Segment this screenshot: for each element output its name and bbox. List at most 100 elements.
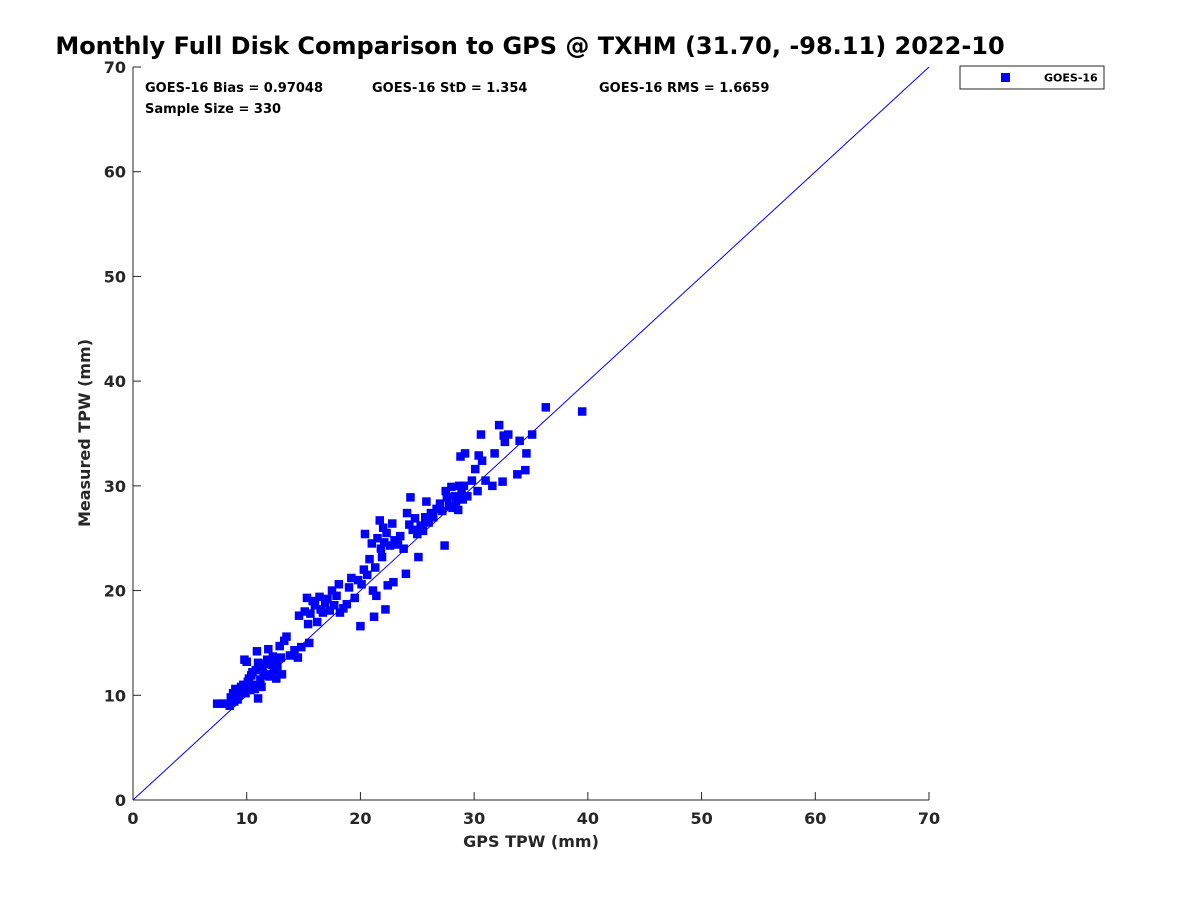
data-point [293,653,303,662]
data-point [448,503,457,513]
data-point [577,407,587,416]
data-point [451,497,461,506]
data-point [541,403,551,412]
legend-marker [1001,73,1010,82]
data-point [476,430,486,439]
data-point [504,430,513,439]
x-tick-label: 20 [349,809,371,828]
data-point [367,539,377,548]
data-point [368,586,378,595]
y-axis-label: Measured TPW (mm) [75,339,94,527]
data-point [323,594,332,604]
data-point [406,493,415,502]
data-point [300,607,309,616]
data-point [378,523,388,532]
data-point [294,611,304,620]
data-point [481,476,490,485]
data-point [344,583,354,592]
data-point [420,513,430,522]
data-point [332,591,341,601]
data-point [217,699,226,708]
data-point [422,497,431,506]
data-point [302,593,312,603]
rms-annotation: GOES-16 RMS = 1.6659 [599,81,769,96]
data-point [467,476,477,485]
data-point [385,541,395,550]
data-point [458,495,468,504]
data-point [306,609,315,618]
y-tick-label: 20 [104,582,126,601]
std-annotation: GOES-16 StD = 1.354 [372,81,527,96]
x-tick-label: 30 [463,809,485,828]
y-tick-label: 60 [104,163,126,182]
data-point [460,449,470,458]
data-point [521,465,530,475]
data-point [473,486,482,496]
data-point [359,565,369,574]
data-point [212,699,222,708]
legend-label: GOES-16 [1044,72,1098,85]
data-point [273,661,282,671]
data-point [389,577,398,587]
data-point [268,652,278,661]
data-point [242,657,251,667]
data-point [239,680,248,690]
data-point [253,658,263,668]
data-point [297,642,306,652]
data-point [272,674,281,683]
data-point [513,470,522,479]
data-point [447,482,456,492]
data-point [330,600,339,610]
data-point [414,552,423,562]
x-tick-label: 10 [236,809,258,828]
data-point [275,641,284,651]
data-points [212,403,587,711]
data-point [373,533,382,543]
data-point [383,581,392,590]
data-point [252,647,262,656]
data-point [315,592,324,602]
data-point [402,508,412,518]
data-point [401,569,411,579]
data-point [257,682,266,692]
data-point [376,544,386,553]
data-point [500,437,510,447]
y-tick-label: 40 [104,372,126,391]
y-tick-label: 0 [115,791,126,810]
data-point [432,504,441,514]
data-point [399,544,408,553]
data-point [225,701,234,711]
data-point [494,420,504,430]
data-point [418,526,428,536]
data-point [456,452,465,461]
legend-box [959,65,1105,90]
data-point [405,520,414,529]
data-point [250,684,259,694]
data-point [375,516,385,525]
x-tick-label: 70 [918,809,940,828]
data-point [515,436,524,446]
data-point [441,486,450,496]
data-point [265,672,274,681]
data-point [369,612,379,621]
data-point [325,606,334,615]
data-point [277,670,287,679]
data-point [522,449,531,458]
x-tick-label: 50 [690,809,712,828]
y-tick-label: 10 [104,686,126,705]
data-point [442,493,452,502]
data-point [527,430,537,439]
data-point [231,684,240,694]
data-point [498,477,507,486]
data-point [285,651,295,660]
chart-title: Monthly Full Disk Comparison to GPS @ TX… [55,32,1004,60]
data-point [488,481,497,491]
legend: GOES-16 [959,65,1105,90]
data-point [459,481,469,491]
data-point [457,488,466,498]
data-point [463,492,472,501]
x-tick-label: 60 [804,809,826,828]
x-tick-label: 40 [577,809,599,828]
data-point [356,621,365,631]
data-point [350,593,359,603]
